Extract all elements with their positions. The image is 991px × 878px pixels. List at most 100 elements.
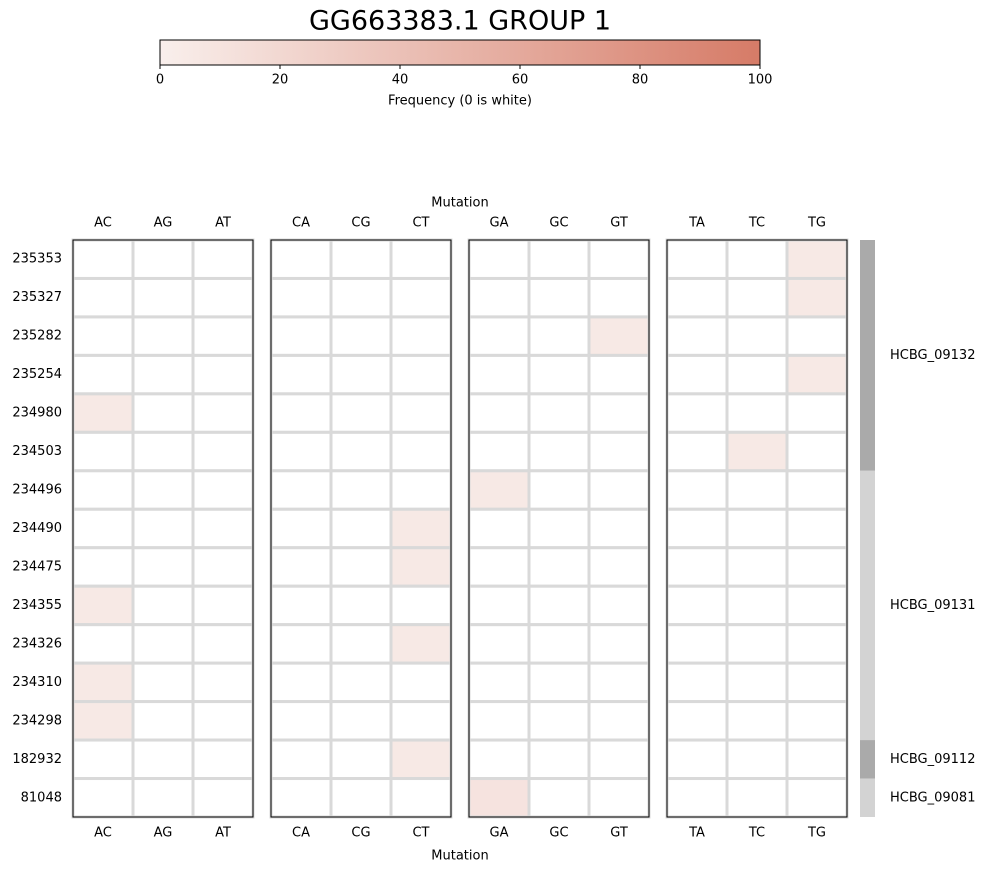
- row-label: 234475: [12, 559, 62, 574]
- heatmap-cell: [587, 507, 651, 550]
- column-label: GC: [549, 826, 568, 841]
- heatmap-cell: [329, 584, 393, 627]
- heatmap-cell: [329, 430, 393, 473]
- heatmap-cell: [527, 700, 591, 742]
- heatmap-cell: [191, 353, 255, 396]
- heatmap-cell: [527, 315, 591, 357]
- heatmap-cell: [527, 276, 591, 319]
- heatmap-cell: [71, 584, 135, 627]
- column-label: AC: [94, 826, 112, 841]
- heatmap-cell: [665, 430, 729, 473]
- heatmap-cell: [725, 315, 789, 357]
- heatmap-cell: [191, 623, 255, 665]
- heatmap-cell: [527, 507, 591, 550]
- column-label-top: TC: [748, 216, 765, 231]
- heatmap-cell: [527, 777, 591, 819]
- heatmap-cell: [725, 546, 789, 588]
- heatmap-cell: [467, 507, 531, 550]
- column-label-top: TA: [688, 216, 705, 231]
- heatmap-cell: [665, 507, 729, 550]
- heatmap-cell: [389, 700, 453, 742]
- gene-label: HCBG_09112: [890, 752, 975, 767]
- heatmap-cell: [191, 392, 255, 434]
- row-label: 234980: [12, 406, 62, 421]
- heatmap-cell: [467, 315, 531, 357]
- heatmap-cell: [191, 469, 255, 511]
- heatmap-cell: [785, 392, 849, 434]
- heatmap-cell: [785, 469, 849, 511]
- heatmap-cell: [329, 238, 393, 280]
- heatmap-cell: [71, 315, 135, 357]
- column-label: GA: [490, 826, 509, 841]
- heatmap-cell: [191, 738, 255, 781]
- heatmap-cell: [71, 469, 135, 511]
- heatmap-cell: [269, 738, 333, 781]
- heatmap-cell: [665, 623, 729, 665]
- heatmap-cell: [71, 546, 135, 588]
- heatmap-cell: [329, 700, 393, 742]
- heatmap-cell: [329, 315, 393, 357]
- heatmap-cell: [71, 700, 135, 742]
- heatmap-cell: [785, 238, 849, 280]
- heatmap-cell: [725, 430, 789, 473]
- heatmap-cell: [191, 584, 255, 627]
- heatmap-cell: [587, 777, 651, 819]
- heatmap-cell: [527, 584, 591, 627]
- heatmap-cell: [71, 276, 135, 319]
- heatmap-cell: [131, 238, 195, 280]
- row-label: 81048: [21, 790, 62, 805]
- heatmap-cell: [71, 507, 135, 550]
- heatmap-cell: [191, 276, 255, 319]
- colorbar-tick-label: 80: [632, 73, 649, 88]
- panel-frame: [72, 239, 254, 818]
- heatmap-cell: [587, 430, 651, 473]
- heatmap-cell: [785, 315, 849, 357]
- heatmap-cell: [329, 777, 393, 819]
- row-label: 234298: [12, 713, 62, 728]
- heatmap-cell: [329, 469, 393, 511]
- heatmap-cell: [587, 238, 651, 280]
- heatmap-cell: [587, 661, 651, 704]
- heatmap-cell: [467, 584, 531, 627]
- heatmap-cell: [725, 276, 789, 319]
- heatmap-cell: [665, 392, 729, 434]
- heatmap-cell: [467, 353, 531, 396]
- heatmap-cell: [389, 507, 453, 550]
- heatmap-cell: [587, 623, 651, 665]
- column-label-top: AC: [94, 216, 112, 231]
- heatmap-cell: [131, 546, 195, 588]
- heatmap-cell: [587, 392, 651, 434]
- heatmap-cell: [785, 777, 849, 819]
- heatmap-cell: [665, 661, 729, 704]
- colorbar: [159, 39, 761, 66]
- heatmap-cell: [725, 392, 789, 434]
- heatmap-cell: [785, 353, 849, 396]
- heatmap-cell: [191, 507, 255, 550]
- heatmap-cell: [467, 392, 531, 434]
- panel-frame: [270, 239, 452, 818]
- heatmap-cell: [587, 469, 651, 511]
- heatmap-cell: [725, 661, 789, 704]
- column-label-top: TG: [807, 216, 826, 231]
- heatmap-cell: [131, 584, 195, 627]
- column-label: AG: [154, 826, 173, 841]
- gene-label: HCBG_09131: [890, 598, 975, 613]
- heatmap-cell: [71, 392, 135, 434]
- row-label: 234310: [12, 675, 62, 690]
- gene-bar: [860, 470, 875, 741]
- heatmap-cell: [329, 392, 393, 434]
- heatmap-cell: [725, 738, 789, 781]
- row-label: 235353: [12, 252, 62, 267]
- heatmap-cell: [665, 546, 729, 588]
- panel-frame: [468, 239, 650, 818]
- heatmap-cell: [527, 623, 591, 665]
- heatmap-cell: [71, 777, 135, 819]
- heatmap-cell: [665, 469, 729, 511]
- row-label: 234496: [12, 483, 62, 498]
- heatmap-cell: [389, 777, 453, 819]
- heatmap-cell: [329, 738, 393, 781]
- column-label-top: GT: [610, 216, 628, 231]
- heatmap-cell: [329, 546, 393, 588]
- row-label: 234326: [12, 636, 62, 651]
